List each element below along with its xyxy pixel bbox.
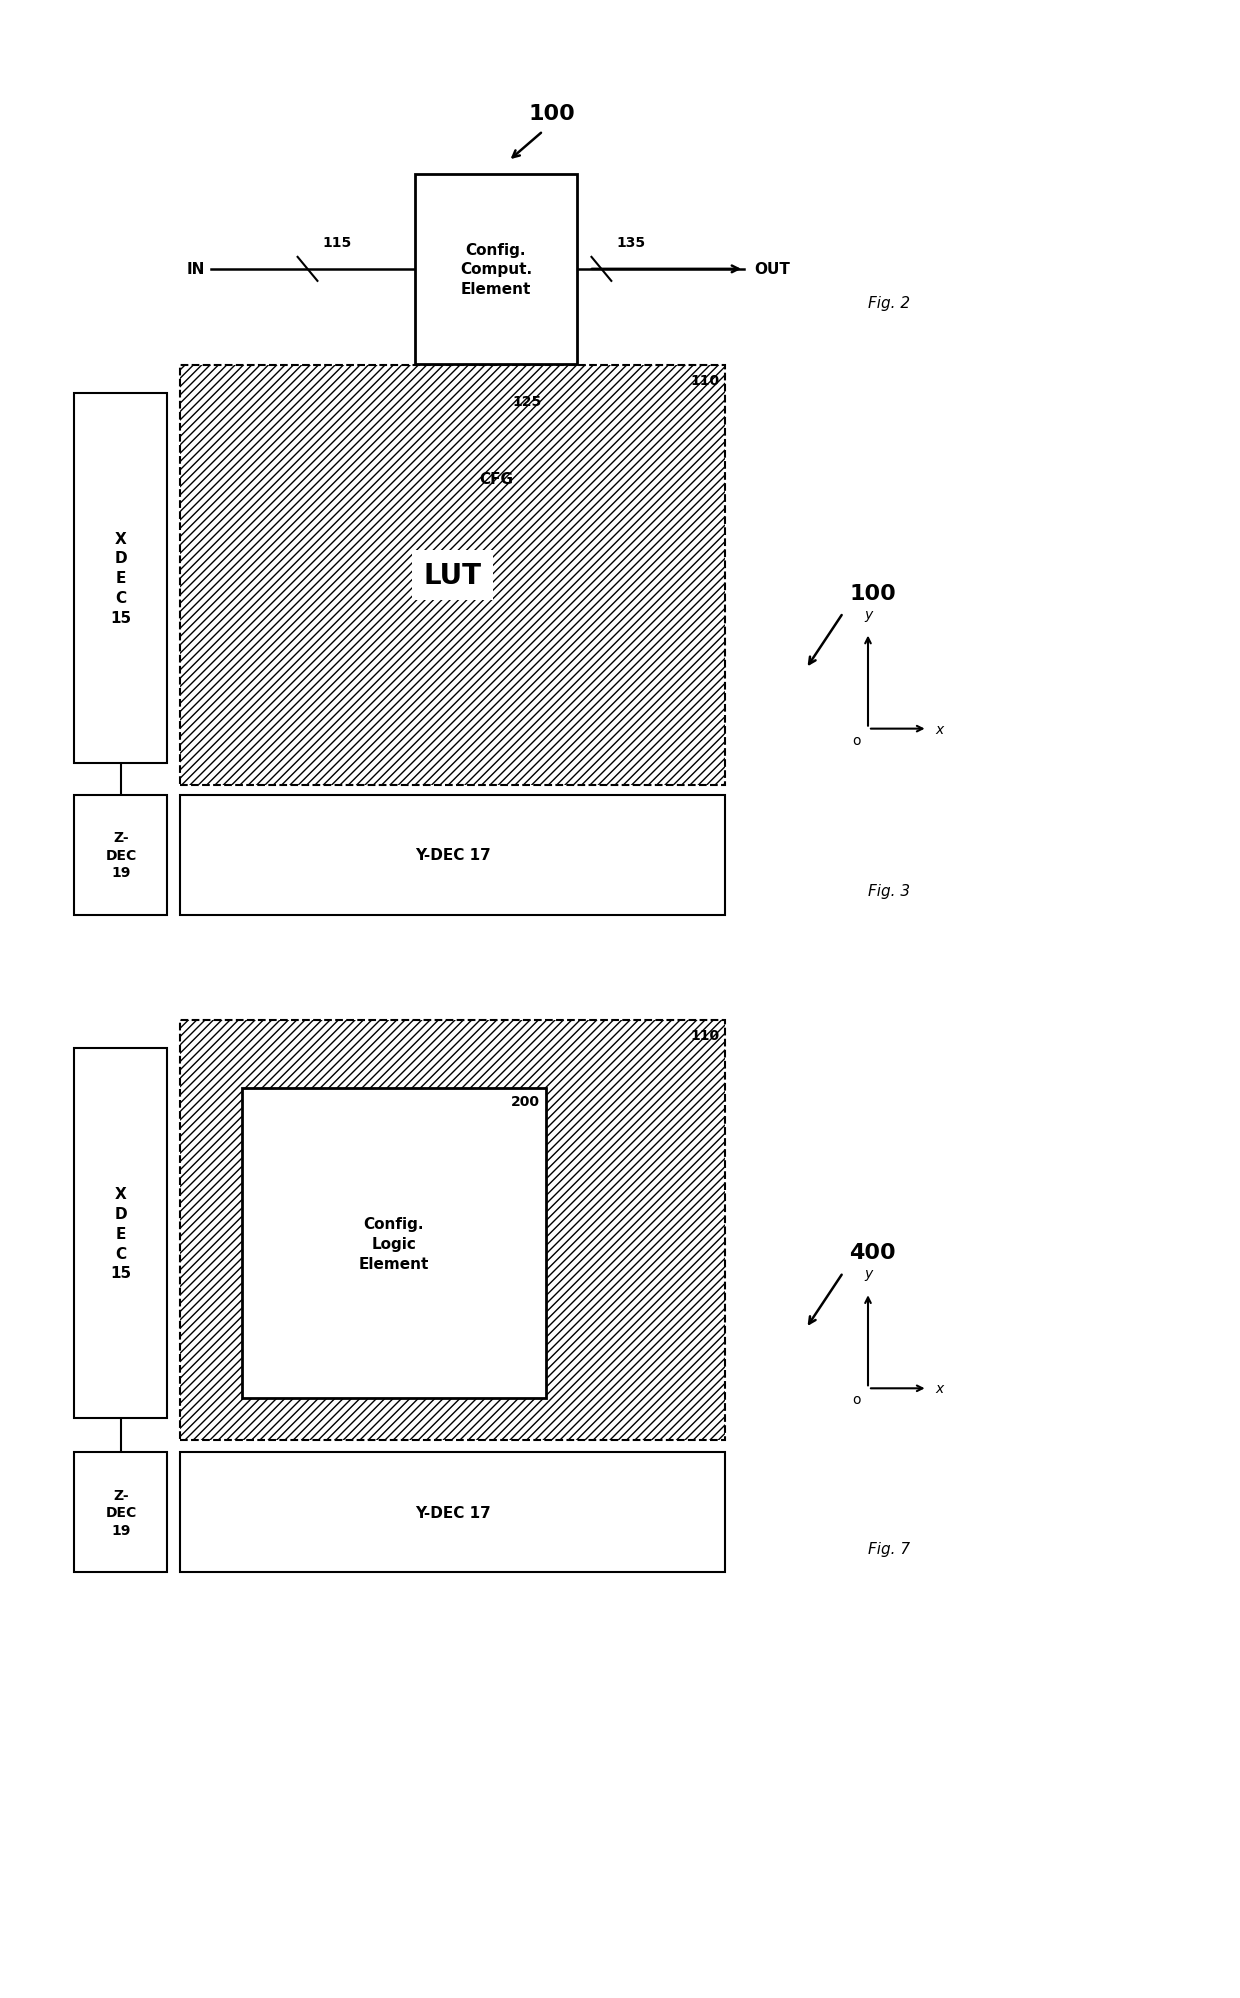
Text: x: x bbox=[935, 1381, 944, 1397]
Text: Config.
Logic
Element: Config. Logic Element bbox=[358, 1217, 429, 1271]
Text: Z-
DEC
19: Z- DEC 19 bbox=[105, 831, 136, 879]
Text: IN: IN bbox=[186, 262, 205, 278]
Text: o: o bbox=[852, 733, 861, 747]
Bar bbox=[242, 1089, 546, 1399]
Bar bbox=[415, 174, 577, 364]
Text: 115: 115 bbox=[322, 236, 352, 250]
Text: 110: 110 bbox=[691, 374, 719, 388]
Bar bbox=[180, 366, 725, 785]
Bar bbox=[180, 1453, 725, 1572]
Text: y: y bbox=[864, 1267, 872, 1281]
Text: LUT: LUT bbox=[424, 561, 481, 589]
Text: Fig. 7: Fig. 7 bbox=[868, 1540, 910, 1556]
Text: Y-DEC 17: Y-DEC 17 bbox=[414, 1504, 491, 1520]
Text: X
D
E
C
15: X D E C 15 bbox=[110, 1187, 131, 1281]
Bar bbox=[74, 394, 167, 763]
Bar bbox=[74, 795, 167, 915]
Text: x: x bbox=[935, 721, 944, 737]
Bar bbox=[180, 795, 725, 915]
Bar bbox=[74, 1049, 167, 1419]
Text: Fig. 2: Fig. 2 bbox=[868, 296, 910, 312]
Text: Config.
Comput.
Element: Config. Comput. Element bbox=[460, 242, 532, 298]
Text: Y-DEC 17: Y-DEC 17 bbox=[414, 847, 491, 863]
Bar bbox=[180, 1021, 725, 1441]
Text: o: o bbox=[852, 1393, 861, 1407]
Text: 110: 110 bbox=[691, 1029, 719, 1043]
Bar bbox=[74, 1453, 167, 1572]
Text: X
D
E
C
15: X D E C 15 bbox=[110, 531, 131, 625]
Text: Fig. 3: Fig. 3 bbox=[868, 883, 910, 899]
Text: 200: 200 bbox=[511, 1095, 539, 1109]
Text: 135: 135 bbox=[616, 236, 645, 250]
Text: y: y bbox=[864, 607, 872, 621]
Text: 400: 400 bbox=[849, 1243, 897, 1263]
Text: CFG: CFG bbox=[479, 472, 513, 488]
Text: OUT: OUT bbox=[754, 262, 790, 278]
Text: 125: 125 bbox=[512, 394, 542, 410]
Text: Z-
DEC
19: Z- DEC 19 bbox=[105, 1489, 136, 1536]
Text: 100: 100 bbox=[849, 583, 897, 603]
Text: 100: 100 bbox=[528, 104, 575, 124]
